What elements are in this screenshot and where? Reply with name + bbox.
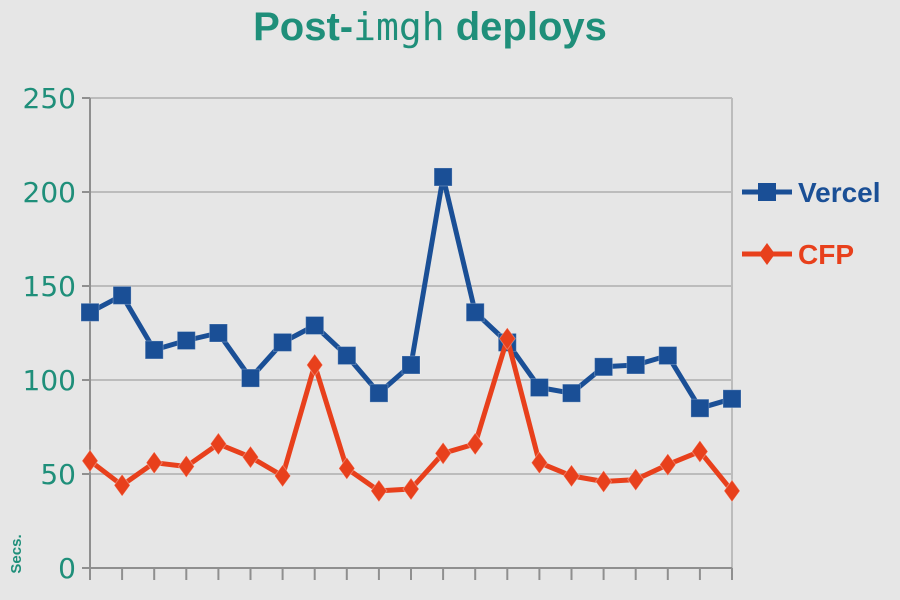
point-vercel-19 <box>690 398 710 418</box>
y-tick-label-3: 150 <box>23 270 76 303</box>
point-vercel-11 <box>433 167 453 187</box>
point-cfp-2 <box>145 450 163 475</box>
point-cfp-1 <box>113 473 131 498</box>
point-vercel-6 <box>273 332 293 352</box>
y-tick-label-0: 0 <box>58 552 76 585</box>
data-series <box>80 167 742 503</box>
point-cfp-8 <box>338 456 356 481</box>
point-vercel-0 <box>80 302 100 322</box>
legend: Vercel CFP <box>742 177 881 270</box>
point-cfp-6 <box>273 464 292 488</box>
y-tick-label-2: 100 <box>23 364 76 397</box>
y-tick-label-4: 200 <box>23 176 76 209</box>
legend-item-vercel: Vercel <box>742 177 881 208</box>
point-cfp-11 <box>434 441 452 466</box>
point-vercel-8 <box>337 346 357 366</box>
chart-title-part-1: Post- <box>253 5 353 49</box>
chart-title-part-2: imgh <box>353 5 445 49</box>
point-cfp-12 <box>466 432 484 456</box>
point-vercel-17 <box>626 355 646 375</box>
point-cfp-10 <box>402 477 420 501</box>
point-cfp-19 <box>691 439 709 464</box>
series-cfp <box>81 326 741 503</box>
point-cfp-20 <box>723 479 741 503</box>
point-cfp-17 <box>627 467 645 492</box>
point-vercel-15 <box>562 383 581 403</box>
legend-item-cfp: CFP <box>742 239 854 270</box>
point-vercel-12 <box>465 302 485 322</box>
point-cfp-9 <box>370 479 388 503</box>
point-cfp-16 <box>594 469 613 494</box>
point-cfp-4 <box>209 432 228 456</box>
y-tick-labels: 0 50 100 150 200 250 <box>23 82 76 585</box>
point-cfp-14 <box>530 450 549 475</box>
chart-title-part-3: deploys <box>445 5 607 49</box>
point-vercel-3 <box>176 331 196 351</box>
point-cfp-3 <box>177 454 195 479</box>
point-vercel-7 <box>305 315 325 335</box>
legend-label-cfp: CFP <box>798 239 854 270</box>
point-cfp-18 <box>659 452 677 477</box>
legend-marker-vercel <box>758 183 776 201</box>
point-vercel-10 <box>401 355 421 375</box>
point-vercel-18 <box>658 346 678 366</box>
point-cfp-15 <box>562 464 581 488</box>
point-cfp-13 <box>498 326 516 351</box>
legend-marker-cfp <box>759 243 775 265</box>
point-vercel-16 <box>594 357 614 377</box>
point-cfp-7 <box>306 353 324 377</box>
point-vercel-20 <box>722 389 742 409</box>
point-cfp-5 <box>241 445 260 469</box>
grid-lines <box>90 97 733 568</box>
legend-label-vercel: Vercel <box>798 177 881 208</box>
point-vercel-14 <box>529 378 549 398</box>
y-tick-label-5: 250 <box>23 82 76 115</box>
y-axis-label: Secs. <box>8 534 25 573</box>
point-vercel-1 <box>112 285 132 305</box>
point-cfp-0 <box>81 448 99 473</box>
axes <box>82 97 733 580</box>
y-tick-label-1: 50 <box>40 458 76 491</box>
point-vercel-9 <box>369 383 389 403</box>
series-vercel <box>80 167 742 418</box>
chart-title: Post-imgh deploys <box>253 5 607 49</box>
point-vercel-4 <box>208 323 228 343</box>
point-vercel-5 <box>241 368 260 388</box>
point-vercel-2 <box>144 340 164 360</box>
